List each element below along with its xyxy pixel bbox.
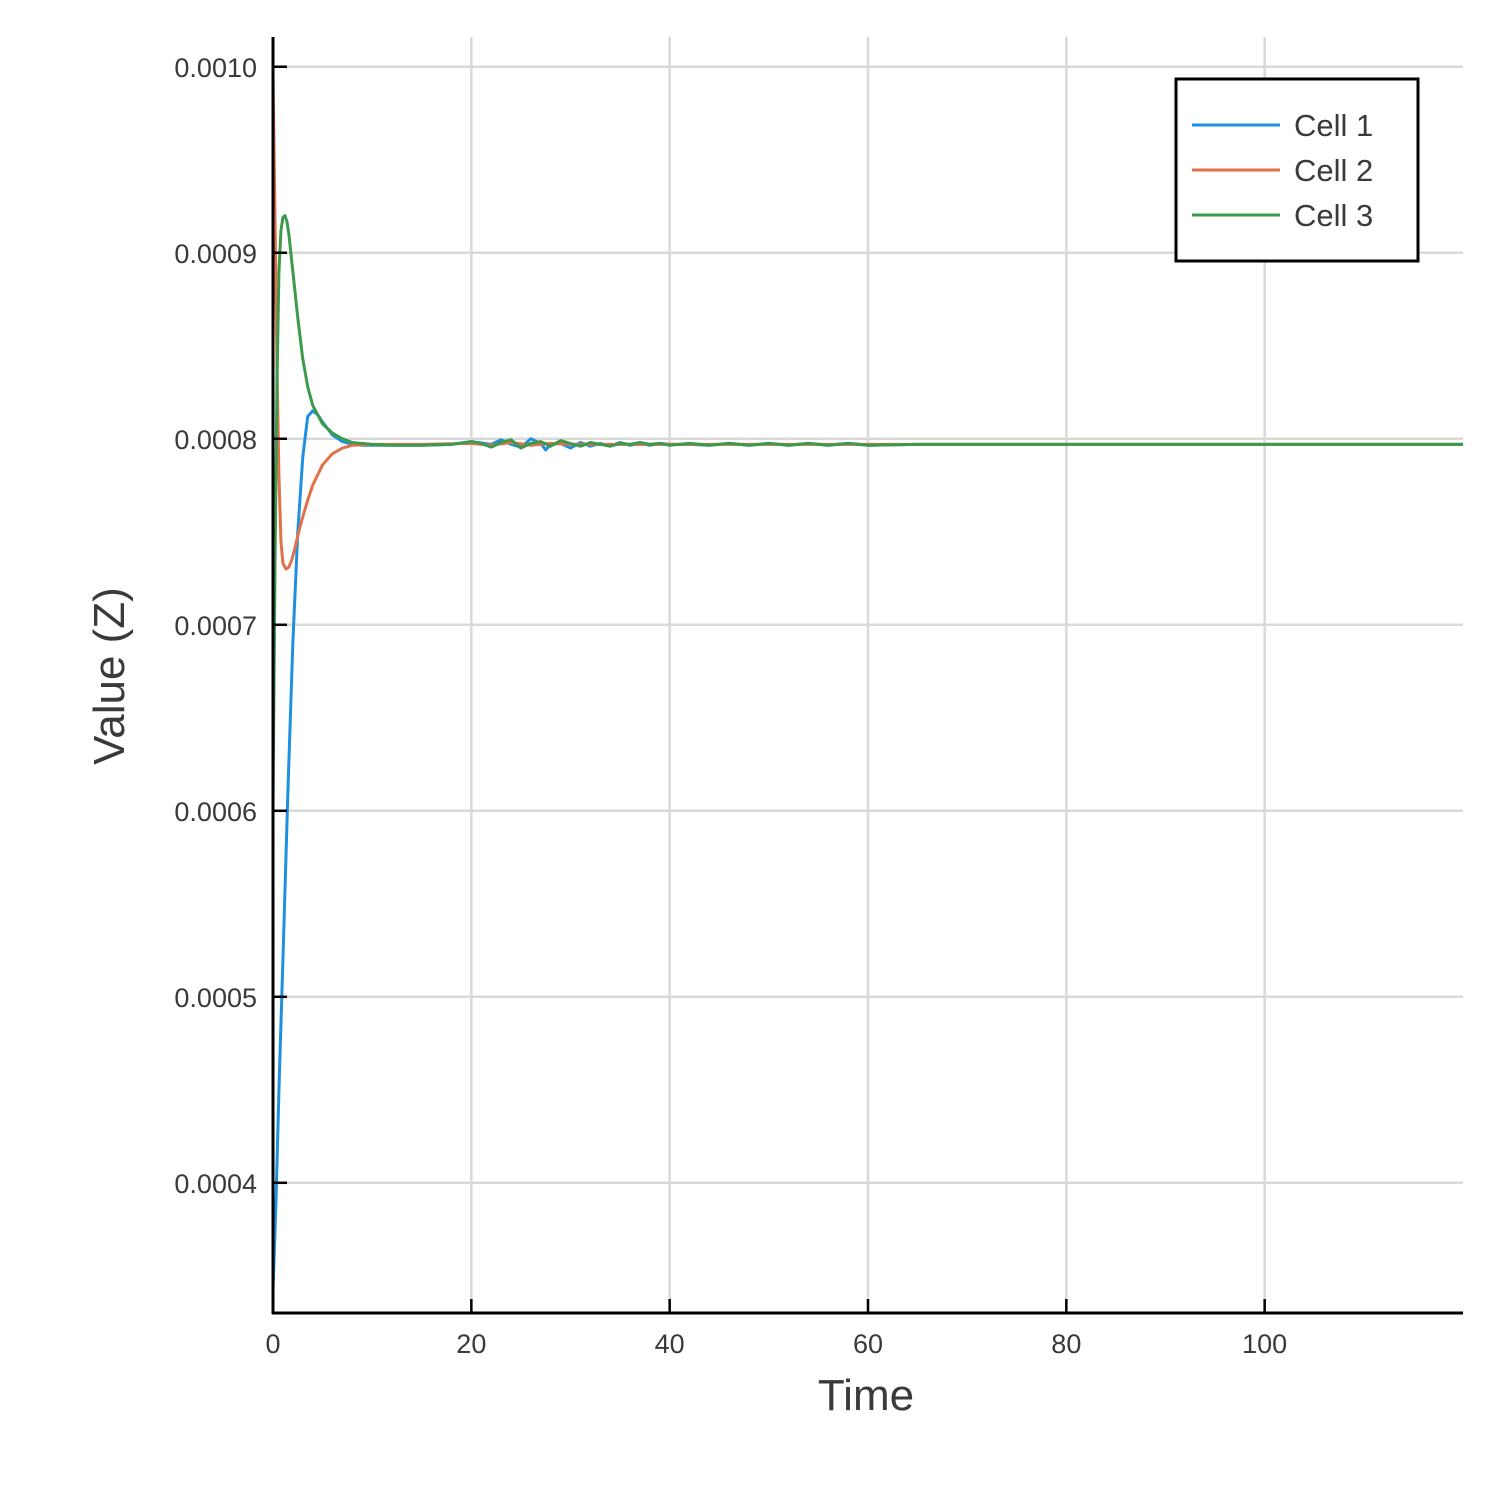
x-tick-label: 0 <box>265 1329 280 1359</box>
x-axis-label: Time <box>818 1371 914 1420</box>
x-tick-label: 80 <box>1051 1329 1081 1359</box>
y-axis-label: Value (Z) <box>85 587 134 765</box>
x-tick-label: 40 <box>655 1329 685 1359</box>
y-tick-label: 0.0010 <box>174 53 257 83</box>
legend-label: Cell 3 <box>1294 198 1373 233</box>
legend-label: Cell 2 <box>1294 153 1373 188</box>
x-tick-label: 60 <box>853 1329 883 1359</box>
y-tick-label: 0.0008 <box>174 425 257 455</box>
x-axis-ticks: 0 20 40 60 80 100 <box>265 1299 1287 1359</box>
y-tick-label: 0.0005 <box>174 983 257 1013</box>
y-tick-label: 0.0004 <box>174 1169 257 1199</box>
x-tick-label: 100 <box>1242 1329 1287 1359</box>
y-tick-label: 0.0007 <box>174 611 257 641</box>
x-tick-label: 20 <box>456 1329 486 1359</box>
series-lines <box>271 74 1463 1291</box>
y-axis-ticks: 0.0004 0.0005 0.0006 0.0007 0.0008 0.0009 0.00… <box>174 53 287 1199</box>
legend-label: Cell 1 <box>1294 108 1373 143</box>
series-line-3 <box>271 214 1463 804</box>
y-tick-label: 0.0006 <box>174 797 257 827</box>
grid-lines <box>271 37 1463 1313</box>
legend: Cell 1 Cell 2 Cell 3 <box>1174 77 1420 263</box>
y-tick-label: 0.0009 <box>174 239 257 269</box>
